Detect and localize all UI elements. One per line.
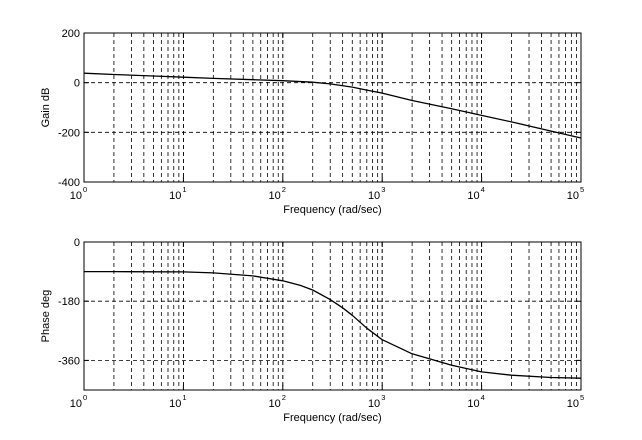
phase-x-axis-label: Frequency (rad/sec) (283, 412, 381, 424)
phase-x-tick-exponent: 5 (580, 393, 584, 402)
gain-axes-box (83, 32, 582, 183)
phase-x-tick-exponent: 1 (182, 393, 186, 402)
gain-x-tick-label: 101 (169, 185, 186, 202)
gain-x-tick-exponent: 5 (580, 185, 584, 194)
gain-x-tick-exponent: 1 (182, 185, 186, 194)
phase-x-tick-base: 10 (567, 398, 579, 410)
gain-x-tick-label: 100 (70, 185, 87, 202)
phase-x-tick-exponent: 2 (282, 393, 286, 402)
gain-x-tick-exponent: 0 (83, 185, 87, 194)
phase-x-tick-exponent: 4 (481, 393, 485, 402)
phase-x-tick-label: 105 (567, 393, 584, 410)
phase-x-tick-label: 102 (269, 393, 286, 410)
phase-y-tick-label: -360 (58, 355, 80, 367)
gain-x-tick-label: 104 (467, 185, 484, 202)
gain-y-tick-label: -200 (58, 127, 80, 139)
gain-y-axis-label: Gain dB (40, 88, 52, 128)
gain-x-tick-base: 10 (70, 190, 82, 202)
phase-y-tick-label: 0 (74, 237, 80, 249)
gain-x-tick-exponent: 3 (381, 185, 385, 194)
gain-x-tick-label: 105 (567, 185, 584, 202)
phase-x-tick-base: 10 (169, 398, 181, 410)
gain-y-tick-label: 200 (62, 28, 80, 40)
phase-x-tick-label: 100 (70, 393, 87, 410)
gain-x-tick-base: 10 (368, 190, 380, 202)
gain-x-tick-label: 102 (269, 185, 286, 202)
gain-x-tick-exponent: 4 (481, 185, 485, 194)
phase-axes-box (83, 241, 582, 391)
phase-x-tick-exponent: 0 (83, 393, 87, 402)
gain-panel: 1001011021031041052000-200-400Frequency … (40, 28, 584, 216)
gain-x-tick-label: 103 (368, 185, 385, 202)
gain-x-axis-label: Frequency (rad/sec) (283, 204, 381, 216)
phase-x-tick-base: 10 (70, 398, 82, 410)
gain-x-tick-exponent: 2 (282, 185, 286, 194)
phase-series-line (84, 270, 582, 379)
phase-x-tick-base: 10 (269, 398, 281, 410)
phase-x-tick-label: 101 (169, 393, 186, 410)
phase-x-tick-label: 103 (368, 393, 385, 410)
gain-x-tick-base: 10 (169, 190, 181, 202)
gain-series-line (83, 72, 582, 139)
phase-x-tick-exponent: 3 (381, 393, 385, 402)
phase-x-tick-base: 10 (467, 398, 479, 410)
phase-x-tick-base: 10 (368, 398, 380, 410)
gain-x-tick-base: 10 (567, 190, 579, 202)
gain-y-tick-label: 0 (74, 78, 80, 90)
phase-x-tick-label: 104 (467, 393, 484, 410)
gain-x-tick-base: 10 (467, 190, 479, 202)
phase-y-axis-label: Phase deg (40, 290, 52, 343)
phase-y-tick-label: -180 (58, 296, 80, 308)
gain-x-tick-base: 10 (269, 190, 281, 202)
gain-y-tick-label: -400 (58, 177, 80, 189)
